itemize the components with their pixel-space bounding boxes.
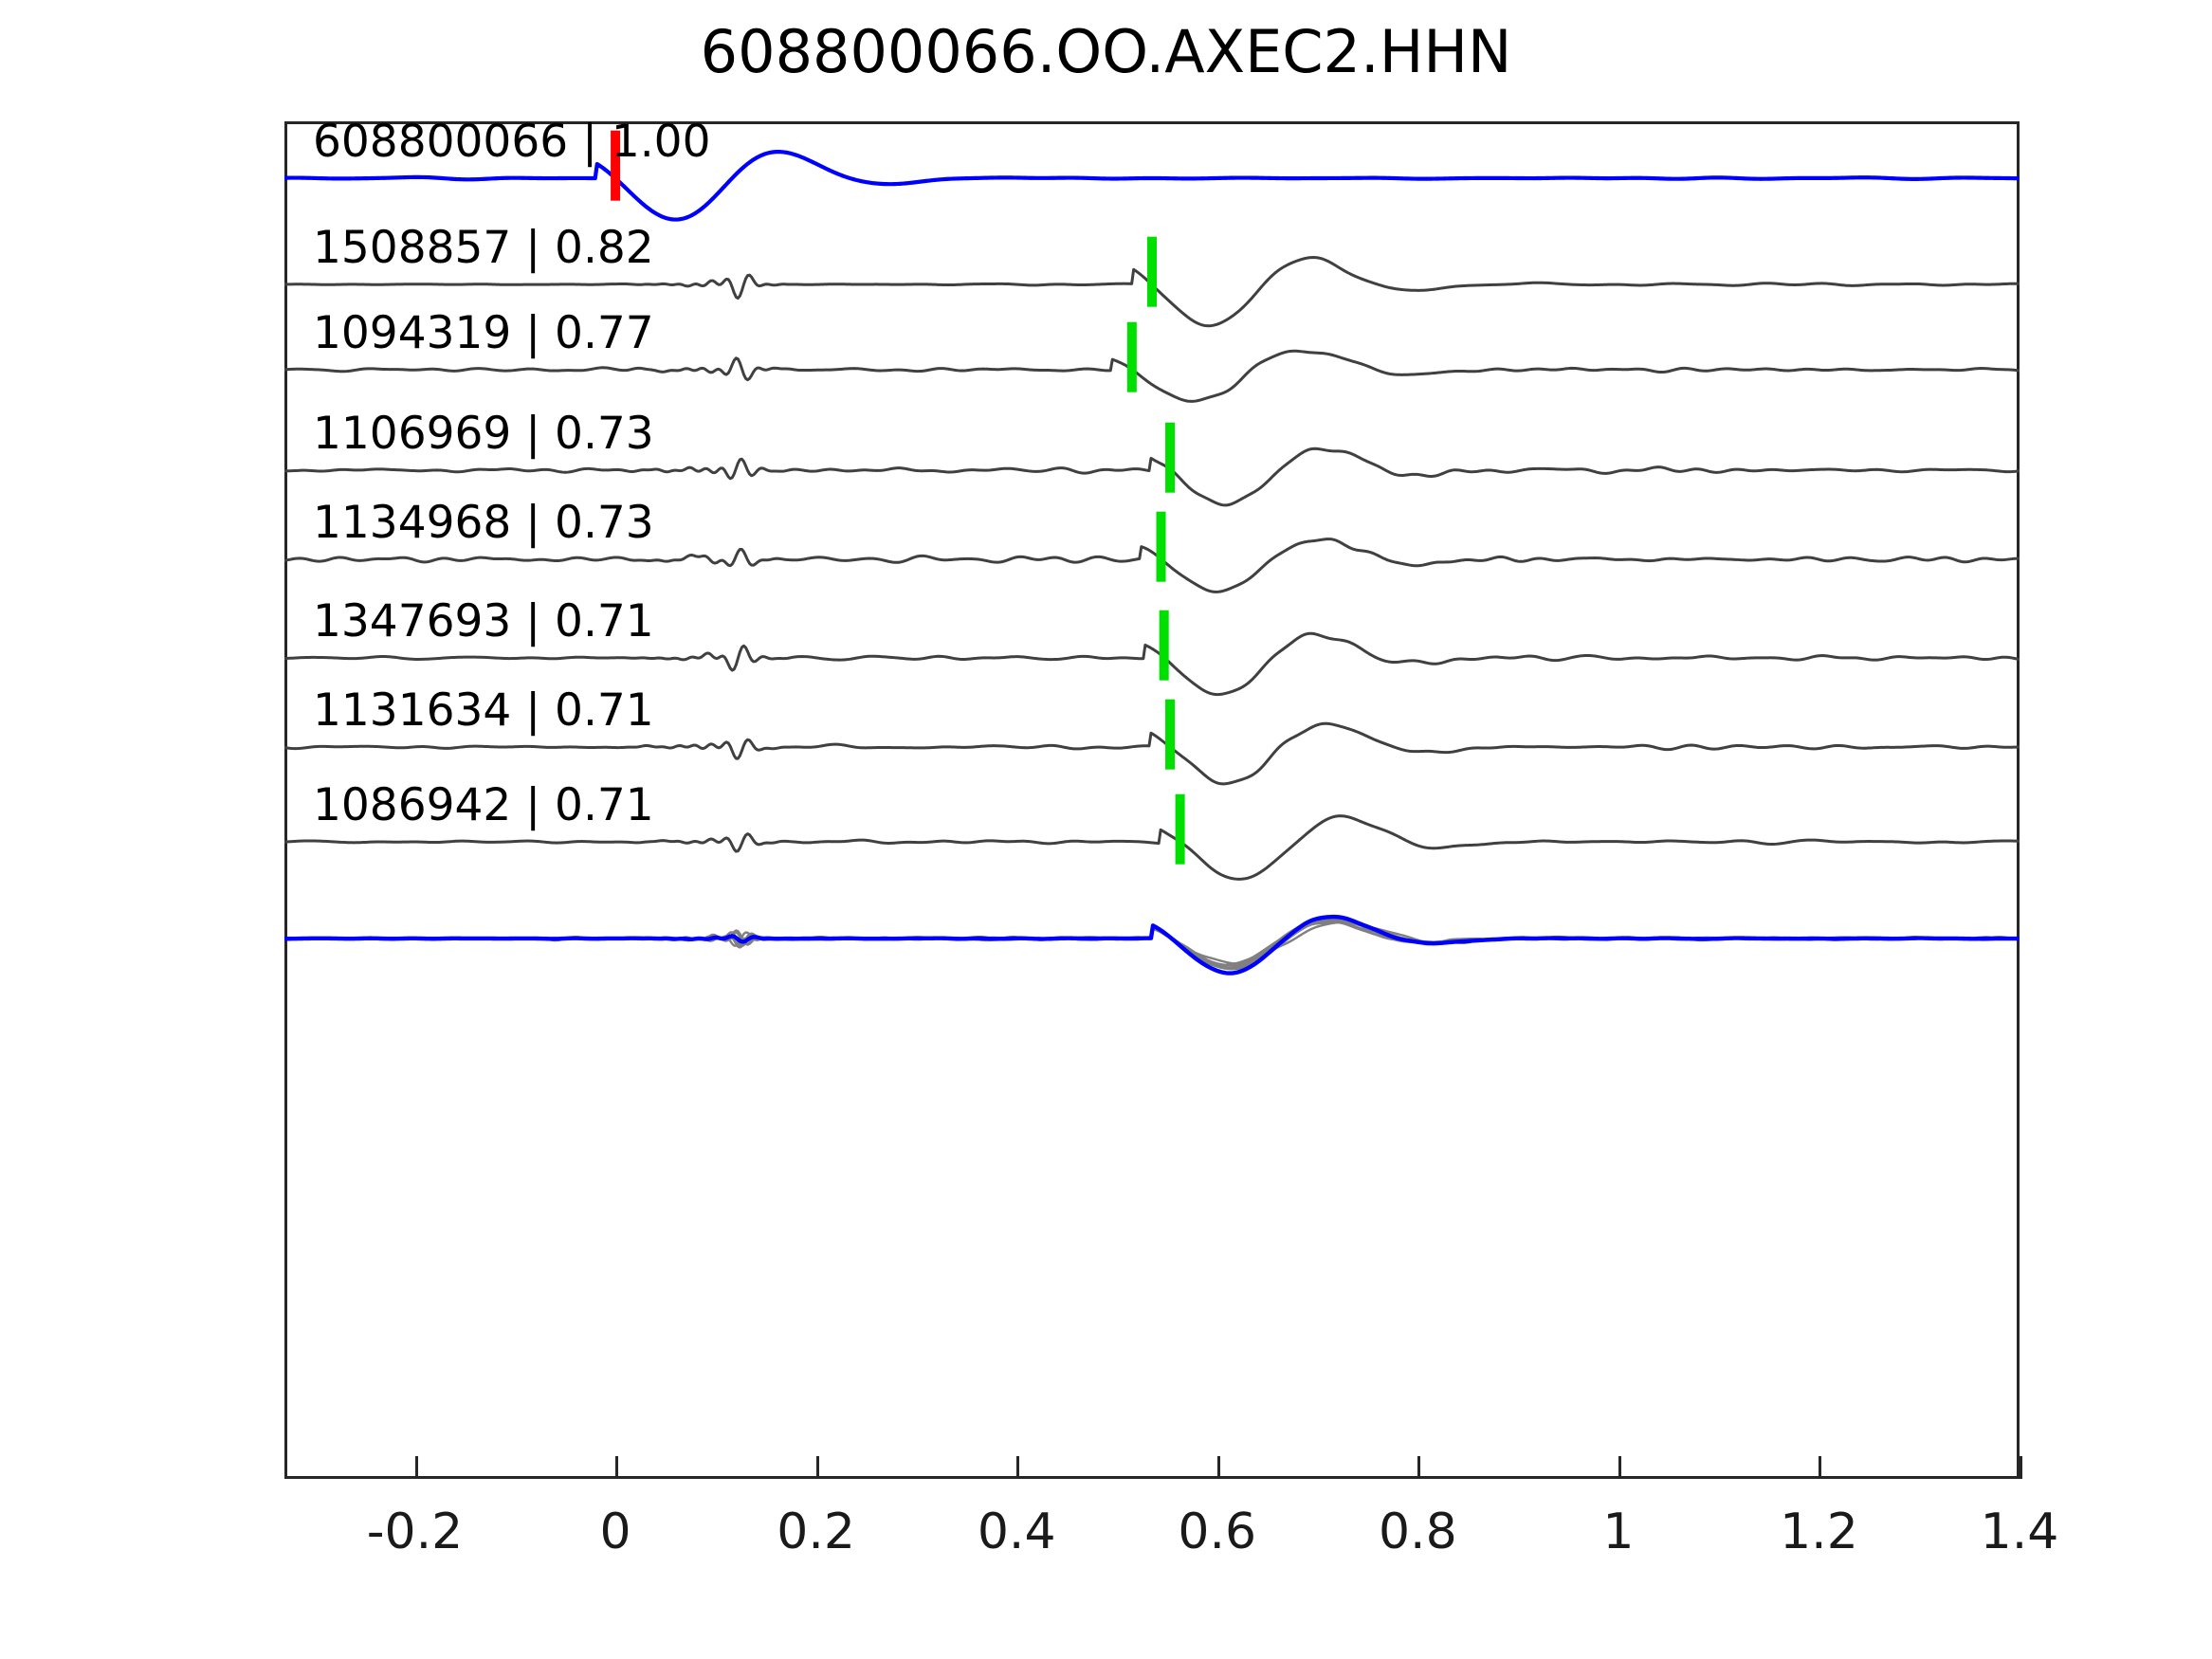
x-axis-tick-label: 0.4 bbox=[977, 1504, 1056, 1560]
x-axis-tick-label: 0 bbox=[599, 1504, 631, 1560]
x-axis-tick-label: -0.2 bbox=[366, 1504, 464, 1560]
trace-label: 1131634 | 0.71 bbox=[313, 684, 654, 737]
x-axis-tick-label: 0.8 bbox=[1378, 1504, 1457, 1560]
detection-pick-marker bbox=[1156, 511, 1166, 582]
template-pick-marker bbox=[611, 130, 621, 201]
plot-area bbox=[284, 121, 2020, 1479]
waveform-trace bbox=[284, 814, 2020, 881]
trace-label: 1134968 | 0.73 bbox=[313, 497, 654, 549]
waveform-trace bbox=[284, 349, 2020, 403]
detection-pick-marker bbox=[1159, 610, 1169, 681]
trace-label: 1086942 | 0.71 bbox=[313, 779, 654, 831]
waveform-trace bbox=[284, 447, 2020, 507]
x-axis-tick-label: 0.2 bbox=[777, 1504, 855, 1560]
trace-label: 1508857 | 0.82 bbox=[313, 222, 654, 274]
x-axis-tick-mark bbox=[414, 1456, 418, 1479]
stack-mean-trace bbox=[284, 914, 2020, 975]
waveform-trace bbox=[284, 721, 2020, 786]
x-axis-tick-label: 0.6 bbox=[1178, 1504, 1257, 1560]
x-axis-tick-mark bbox=[2020, 1456, 2022, 1479]
x-axis-tick-label: 1.4 bbox=[1980, 1504, 2059, 1560]
x-axis-tick-mark bbox=[1016, 1456, 1020, 1479]
waveform-canvas bbox=[284, 130, 2020, 975]
waveform-trace bbox=[284, 150, 2020, 222]
x-axis-tick-mark bbox=[1819, 1456, 1822, 1479]
detection-pick-marker bbox=[1126, 321, 1137, 392]
detection-pick-marker bbox=[1165, 699, 1176, 770]
x-axis-tick-mark bbox=[815, 1456, 819, 1479]
trace-label: 1094319 | 0.77 bbox=[313, 307, 654, 359]
trace-label: 1106969 | 0.73 bbox=[313, 408, 654, 460]
detection-pick-marker bbox=[1165, 422, 1176, 493]
x-axis-tick-label: 1.2 bbox=[1780, 1504, 1858, 1560]
x-axis-tick-mark bbox=[1216, 1456, 1220, 1479]
x-axis-tick-mark bbox=[615, 1456, 619, 1479]
trace-label: 608800066 | 1.00 bbox=[313, 116, 711, 168]
x-axis-tick-label: 1 bbox=[1602, 1504, 1635, 1560]
page-title: 608800066.OO.AXEC2.HHN bbox=[700, 17, 1512, 86]
trace-label: 1347693 | 0.71 bbox=[313, 595, 654, 647]
detection-pick-marker bbox=[1175, 793, 1185, 865]
detection-pick-marker bbox=[1147, 236, 1157, 307]
waveform-trace bbox=[284, 538, 2020, 593]
x-axis-tick-mark bbox=[1618, 1456, 1621, 1479]
x-axis-tick-mark bbox=[1417, 1456, 1421, 1479]
waveform-trace bbox=[284, 631, 2020, 697]
